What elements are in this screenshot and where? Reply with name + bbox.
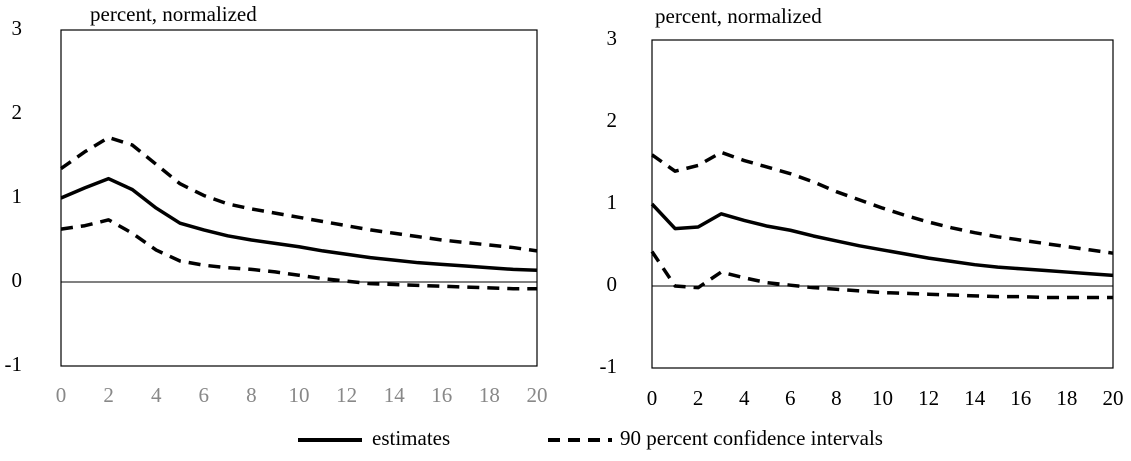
y-tick-label: 3 (607, 26, 618, 50)
x-tick-label: 16 (1010, 386, 1031, 410)
x-tick-label: 2 (693, 386, 704, 410)
x-tick-label: 10 (289, 383, 310, 407)
y-tick-label: 3 (12, 16, 23, 40)
x-tick-label: 14 (384, 383, 406, 407)
y-tick-label: 1 (607, 190, 618, 214)
x-tick-label: 6 (199, 383, 210, 407)
series-line (650, 202, 1114, 278)
y-tick-label: -1 (5, 352, 23, 376)
panel-title: percent, normalized (90, 2, 257, 26)
legend-label: 90 percent confidence intervals (620, 426, 883, 450)
plot-frame (651, 39, 1114, 369)
x-tick-label: 20 (1103, 386, 1124, 410)
x-tick-label: 4 (739, 386, 750, 410)
y-tick-label: -1 (600, 354, 618, 378)
y-tick-label: 0 (12, 268, 23, 292)
series-line (60, 176, 538, 272)
x-tick-label: 12 (336, 383, 357, 407)
x-tick-label: 2 (103, 383, 114, 407)
legend-label: estimates (372, 426, 450, 450)
x-tick-label: 6 (785, 386, 796, 410)
series-line (650, 150, 1114, 255)
x-tick-label: 0 (647, 386, 658, 410)
x-tick-label: 10 (872, 386, 893, 410)
x-tick-label: 8 (246, 383, 257, 407)
x-tick-label: 12 (918, 386, 939, 410)
plot-frame (60, 29, 538, 367)
series-line (60, 218, 537, 291)
y-tick-label: 0 (607, 272, 618, 296)
x-tick-label: 20 (527, 383, 548, 407)
x-tick-label: 18 (479, 383, 500, 407)
y-tick-label: 1 (12, 184, 23, 208)
x-tick-label: 16 (431, 383, 452, 407)
x-tick-label: 14 (964, 386, 986, 410)
x-tick-label: 18 (1056, 386, 1077, 410)
y-tick-label: 2 (607, 108, 618, 132)
series-line (59, 135, 538, 253)
x-tick-label: 8 (831, 386, 842, 410)
y-tick-label: 2 (12, 100, 23, 124)
panel-title: percent, normalized (655, 4, 822, 28)
series-line (650, 250, 1113, 300)
x-tick-label: 4 (151, 383, 162, 407)
x-tick-label: 0 (56, 383, 67, 407)
